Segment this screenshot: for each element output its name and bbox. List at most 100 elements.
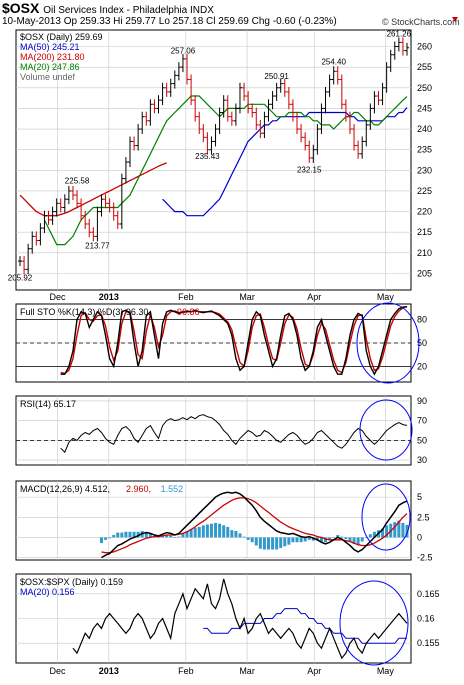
macd-histogram-bar — [222, 525, 226, 538]
macd-line — [101, 491, 408, 559]
y-tick-label: 260 — [417, 42, 432, 52]
macd-histogram-bar — [319, 537, 323, 543]
ratio-line — [72, 578, 408, 660]
x-tick-label: Feb — [178, 292, 194, 302]
y-tick-label: 0.155 — [417, 638, 440, 648]
macd-signal-line — [101, 497, 408, 554]
macd-histogram-bar — [214, 522, 218, 538]
price-legend-entry: MA(50) 245.21 — [20, 42, 80, 52]
y-tick-label: 5 — [417, 492, 422, 502]
price-legend-entry: $OSX (Daily) 259.69 — [20, 32, 103, 42]
macd-histogram-bar — [393, 522, 397, 538]
macd-histogram-bar — [275, 537, 279, 550]
sto-legend-entry: 96.86 — [177, 307, 200, 317]
macd-legend-entry: 2.960, — [126, 484, 151, 494]
macd-histogram-bar — [368, 534, 372, 538]
y-tick-label: 220 — [417, 207, 432, 217]
highlight-circle — [356, 302, 420, 384]
macd-histogram-bar — [385, 525, 389, 538]
price-annotation: 250.91 — [264, 72, 289, 81]
macd-histogram-bar — [332, 537, 336, 538]
macd-histogram-bar — [287, 537, 291, 545]
y-tick-label: 225 — [417, 186, 432, 196]
x-tick-label: 2013 — [99, 292, 119, 302]
ratio-ma-line — [203, 608, 407, 644]
macd-histogram-bar — [295, 537, 299, 543]
sto-legend-entry: Full STO %K(14,3) %D(3) 96.30, — [20, 307, 151, 317]
price-annotation: 261.26 — [387, 29, 412, 38]
y-tick-label: 20 — [417, 361, 427, 371]
macd-histogram-bar — [336, 535, 340, 538]
macd-histogram-bar — [120, 532, 124, 538]
macd-histogram-bar — [201, 525, 205, 538]
macd-histogram-bar — [104, 537, 108, 540]
y-tick-label: 50 — [417, 435, 427, 445]
x-tick-label: 2013 — [99, 666, 119, 676]
y-tick-label: 90 — [417, 396, 427, 406]
macd-histogram-bar — [291, 537, 295, 543]
sto-d-line — [60, 305, 408, 375]
price-annotation: 254.40 — [321, 58, 346, 67]
macd-histogram-bar — [328, 537, 332, 540]
macd-legend-entry: 1.552 — [161, 484, 184, 494]
index-name: Oil Services Index - Philadelphia INDX — [43, 5, 214, 16]
price-annotation: 232.15 — [297, 165, 322, 174]
macd-histogram-bar — [116, 532, 120, 538]
y-tick-label: 0.16 — [417, 614, 435, 624]
macd-histogram-bar — [340, 536, 344, 538]
macd-histogram-bar — [348, 537, 352, 542]
x-tick-label: Mar — [239, 292, 255, 302]
y-tick-label: 80 — [417, 315, 427, 325]
macd-histogram-bar — [401, 522, 405, 538]
macd-histogram-bar — [173, 537, 177, 538]
macd-histogram-bar — [205, 524, 209, 538]
macd-histogram-bar — [324, 537, 328, 543]
y-tick-label: -2.5 — [417, 553, 433, 563]
macd-histogram-bar — [124, 531, 128, 538]
macd-histogram-bar — [266, 537, 270, 550]
macd-histogram-bar — [372, 531, 376, 538]
macd-histogram-bar — [148, 533, 152, 538]
y-tick-label: 240 — [417, 124, 432, 134]
y-tick-label: 235 — [417, 145, 432, 155]
chart-title: $OSX Oil Services Index - Philadelphia I… — [2, 0, 214, 16]
y-tick-label: 2.5 — [417, 512, 430, 522]
sto-k-line — [60, 306, 408, 376]
quote-line: 10-May-2013 Op 259.33 Hi 259.77 Lo 257.1… — [2, 16, 337, 27]
macd-histogram-bar — [405, 524, 409, 538]
y-tick-label: 255 — [417, 62, 432, 72]
macd-histogram-bar — [181, 533, 185, 538]
x-tick-label: Apr — [307, 292, 321, 302]
rsi-line — [60, 414, 408, 454]
macd-histogram-bar — [254, 537, 258, 546]
rsi-panel — [15, 395, 412, 466]
macd-histogram-bar — [185, 530, 189, 538]
symbol: $OSX — [2, 0, 40, 16]
macd-histogram-bar — [193, 527, 197, 538]
macd-histogram-bar — [299, 537, 303, 543]
macd-histogram-bar — [344, 537, 348, 540]
macd-histogram-bar — [258, 537, 262, 549]
macd-histogram-bar — [356, 537, 360, 545]
macd-histogram-bar — [197, 526, 201, 538]
macd-histogram-bar — [177, 536, 181, 538]
macd-histogram-bar — [250, 537, 254, 543]
macd-histogram-bar — [234, 530, 238, 538]
macd-histogram-bar — [307, 537, 311, 540]
macd-histogram-bar — [381, 528, 385, 538]
y-tick-label: 215 — [417, 227, 432, 237]
y-tick-label: 30 — [417, 455, 427, 465]
macd-histogram-bar — [218, 523, 222, 538]
macd-legend-entry: MACD(12,26,9) 4.512, — [20, 484, 110, 494]
y-tick-label: 0.165 — [417, 589, 440, 599]
stockcharts-logo: © StockCharts.com — [382, 17, 460, 27]
macd-histogram-bar — [112, 535, 116, 538]
down-arrow-icon — [452, 17, 458, 22]
macd-histogram-bar — [242, 536, 246, 538]
macd-histogram-bar — [99, 537, 103, 544]
macd-histogram-bar — [209, 523, 213, 538]
price-annotation: 205.92 — [8, 274, 33, 283]
macd-histogram-bar — [279, 537, 283, 548]
price-annotation: 235.43 — [195, 152, 220, 161]
